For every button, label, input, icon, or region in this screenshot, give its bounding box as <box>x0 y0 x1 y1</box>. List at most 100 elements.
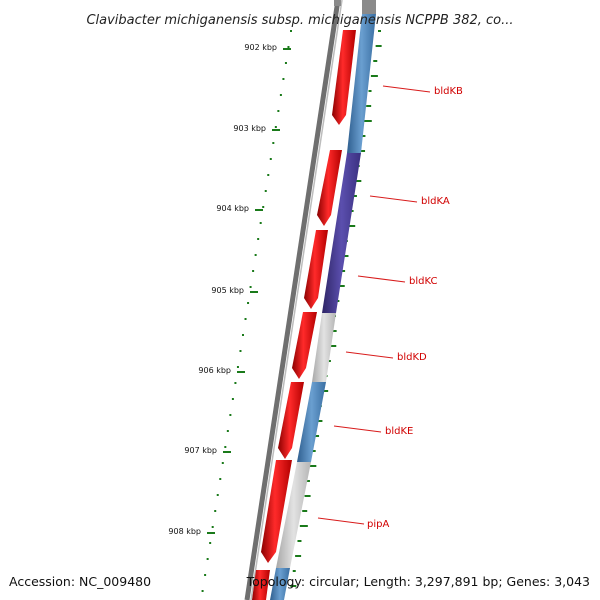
kbp-tick-label: 908 kbp <box>168 527 201 536</box>
gc-tick <box>272 142 275 144</box>
gene-label-bldkb[interactable]: bldKB <box>434 86 463 97</box>
gc-tick <box>337 285 345 287</box>
kbp-tick-label: 907 kbp <box>184 446 217 455</box>
kbp-tick-label: 902 kbp <box>244 43 277 52</box>
gc-tick <box>257 238 260 240</box>
backbone-ring <box>244 0 343 600</box>
gene-label-pipa[interactable]: pipA <box>367 519 389 530</box>
kbp-scale: 902 kbp 903 kbp 904 kbp 905 kbp 906 kbp 907 k… <box>168 43 291 536</box>
gc-tick <box>282 78 285 80</box>
gc-tick <box>363 120 372 122</box>
gc-tick <box>321 390 329 392</box>
cds-arrow <box>304 230 328 309</box>
gc-tick <box>330 330 337 332</box>
gc-tick <box>328 345 337 347</box>
gc-tick <box>279 94 282 96</box>
gc-tick <box>354 180 362 182</box>
gc-tick <box>249 286 252 288</box>
gene-label-bldkd[interactable]: bldKD <box>397 352 427 363</box>
gc-tick <box>201 590 204 592</box>
gc-tick <box>231 398 234 400</box>
gc-tick <box>219 478 222 480</box>
gc-tick <box>211 526 214 528</box>
gc-tick <box>373 60 378 62</box>
gc-tick <box>214 510 217 512</box>
kbp-tick-label: 905 kbp <box>211 286 244 295</box>
gc-tick <box>277 110 280 112</box>
cds-arrow <box>252 570 270 600</box>
cog-segment-grey-1 <box>312 313 336 382</box>
gene-label-bldkc[interactable]: bldKC <box>409 276 437 287</box>
gc-tick <box>292 570 296 572</box>
gc-tick <box>216 494 219 496</box>
gc-tick <box>368 90 372 92</box>
gc-tick <box>361 135 366 137</box>
gc-tick <box>221 462 224 464</box>
gc-tick <box>297 540 302 542</box>
cds-arrow <box>332 30 356 125</box>
gc-tick <box>234 382 237 384</box>
gene-label-bldka[interactable]: bldKA <box>421 196 450 207</box>
gc-tick <box>342 255 349 257</box>
gc-tick <box>316 420 323 422</box>
gc-tick <box>314 435 320 437</box>
gene-labels: bldKB bldKA bldKC bldKD bldKE pipA <box>317 85 463 530</box>
gc-tick <box>269 158 272 160</box>
gc-tick <box>247 302 250 304</box>
gc-tick <box>244 318 247 320</box>
kbp-tick-label: 906 kbp <box>198 366 231 375</box>
gc-tick <box>274 126 277 128</box>
gene-leader-line <box>317 517 365 525</box>
genome-summary-text: Topology: circular; Length: 3,297,891 bp… <box>246 574 590 589</box>
gene-label-bldke[interactable]: bldKE <box>385 426 413 437</box>
kbp-tick-label: 903 kbp <box>233 124 266 133</box>
gc-tick <box>229 414 232 416</box>
gc-tick <box>290 585 297 587</box>
map-title: Clavibacter michiganensis subsp. michiga… <box>86 13 513 28</box>
gc-tick <box>375 45 382 47</box>
gc-tick <box>204 574 207 576</box>
gc-tick <box>340 270 346 272</box>
gc-tick <box>264 190 267 192</box>
gc-tick <box>359 150 366 152</box>
gc-tick <box>224 446 227 448</box>
gc-tick <box>267 174 270 176</box>
gc-tick <box>366 105 372 107</box>
cog-segment-blue-1 <box>347 14 376 153</box>
cds-arrow <box>261 460 292 563</box>
gc-tick <box>311 450 316 452</box>
gc-tick <box>226 430 229 432</box>
cog-segment-purple <box>322 153 361 313</box>
gc-content-track <box>201 30 382 592</box>
gc-tick <box>236 366 239 368</box>
gc-tick <box>304 495 311 497</box>
cog-segment-blue-3 <box>270 568 290 600</box>
gc-tick <box>290 30 292 32</box>
accession-text: Accession: NC_009480 <box>9 574 151 589</box>
gene-leader-line <box>333 425 382 433</box>
gc-tick <box>295 555 302 557</box>
cds-arrow <box>317 150 342 226</box>
gc-tick <box>252 270 255 272</box>
gc-tick <box>347 225 356 227</box>
gc-tick <box>284 62 287 64</box>
gene-leader-line <box>382 85 431 93</box>
gene-leader-line <box>369 195 418 203</box>
cog-function-track <box>270 14 376 600</box>
gc-tick <box>287 46 290 48</box>
cds-arrow <box>278 382 304 459</box>
gc-tick <box>370 75 378 77</box>
cog-segment-blue-2 <box>297 382 326 462</box>
cds-arrow <box>292 312 317 379</box>
gc-tick <box>351 195 357 197</box>
gc-tick <box>242 334 244 336</box>
gc-tick <box>299 525 308 527</box>
gc-tick <box>309 465 317 467</box>
gc-tick <box>306 480 310 482</box>
outer-ring-cap <box>334 0 376 14</box>
gene-leader-line <box>345 351 394 359</box>
gene-leader-line <box>357 275 406 283</box>
gc-tick <box>259 222 262 224</box>
gc-tick <box>302 510 308 512</box>
kbp-tick-label: 904 kbp <box>216 204 249 213</box>
